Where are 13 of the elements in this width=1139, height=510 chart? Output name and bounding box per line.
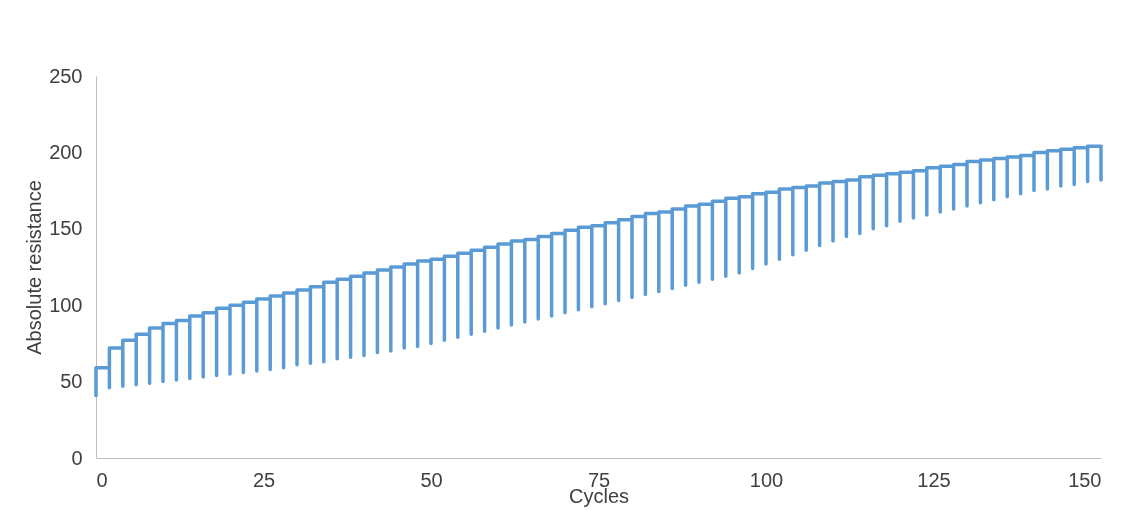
x-tick-label: 100 — [749, 468, 784, 491]
y-tick-label: 50 — [60, 370, 83, 393]
y-tick-label: 250 — [49, 64, 83, 87]
x-tick-label: 50 — [420, 468, 443, 491]
x-tick-label: 125 — [917, 468, 951, 491]
y-tick-label: 0 — [71, 446, 83, 469]
x-tick-label: 150 — [1068, 468, 1102, 491]
y-tick-label: 100 — [49, 293, 83, 316]
y-tick-label: 200 — [49, 140, 83, 163]
y-axis-title: Absolute resistance — [23, 180, 46, 355]
x-tick-label: 25 — [252, 468, 276, 491]
y-tick-label: 150 — [49, 217, 83, 240]
x-tick-label: 0 — [96, 468, 108, 491]
